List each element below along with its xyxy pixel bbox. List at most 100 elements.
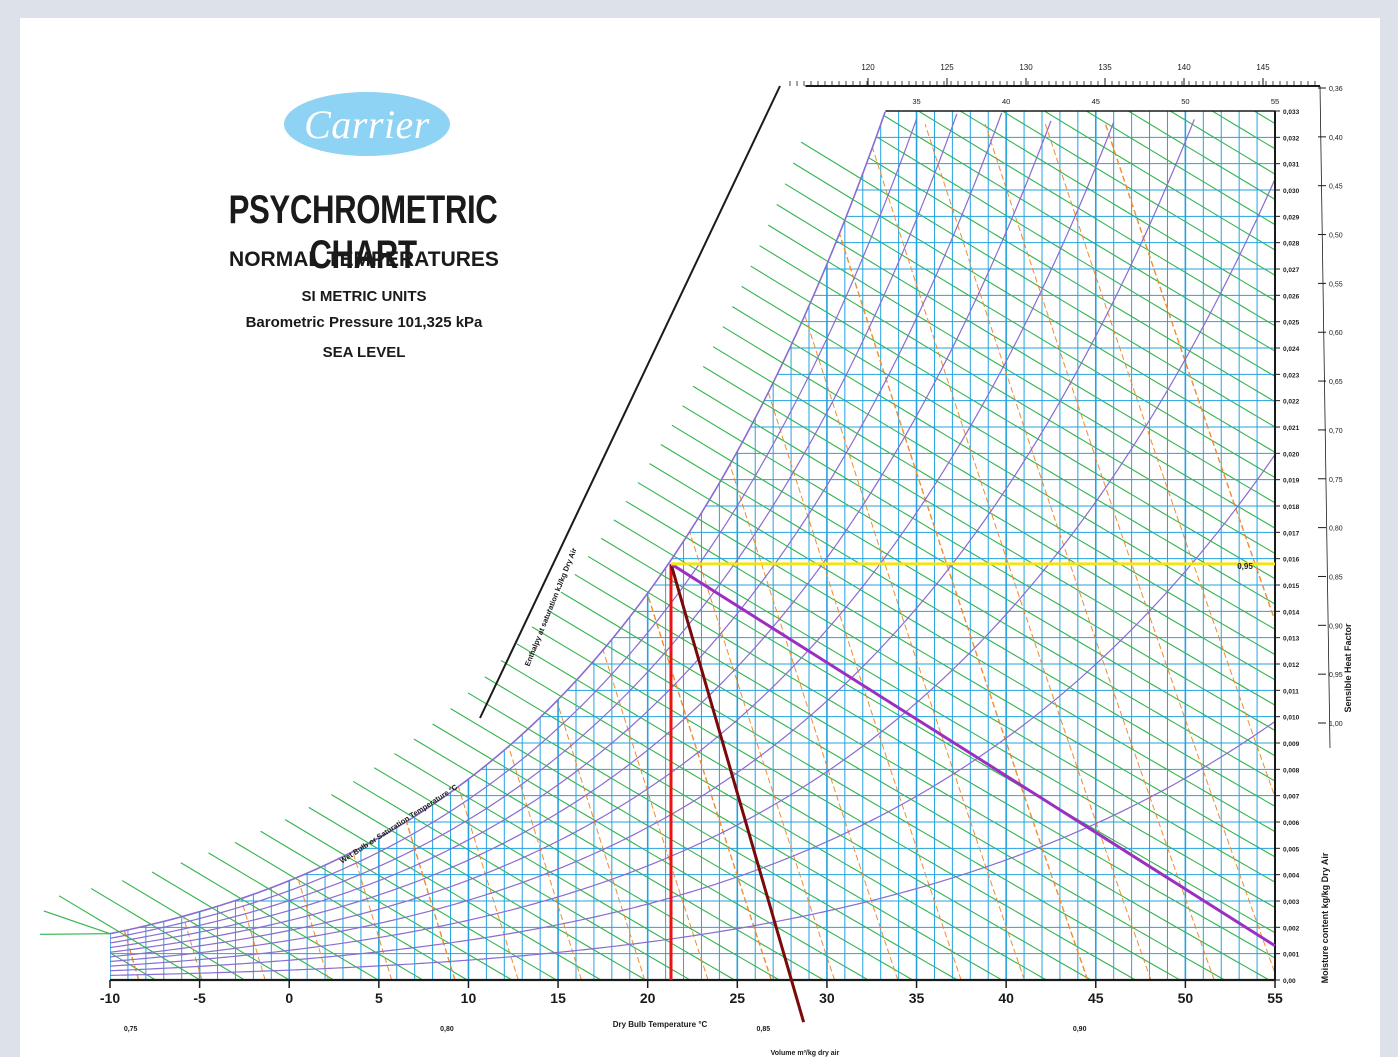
y-axis-label: Moisture content kg/kg Dry Air [1320,852,1330,983]
shf-tick-label: 1,00 [1329,721,1343,728]
volume-line [110,123,140,980]
x-tick-label: 55 [1267,990,1283,1006]
enthalpy-scale-line [702,366,764,404]
enthalpy-scale-line [516,643,578,681]
y-tick-label: 0,028 [1283,241,1300,248]
enthalpy-line [961,111,1275,251]
chart-subtitle: NORMAL TEMPERATURES [229,248,499,271]
enthalpy-line [110,315,1275,980]
enthalpy-scale-line [151,871,213,909]
enthalpy-scale-line [450,708,512,746]
enthalpy-scale-line [800,141,862,180]
y-tick-label: 0,019 [1283,478,1300,485]
enthalpy-line [1041,111,1275,200]
enthalpy-scale-line [722,326,784,364]
volume-tick-label: 0,75 [124,1026,138,1033]
enthalpy-scale-line [600,537,662,575]
shf-tick-label: 0,75 [1329,477,1343,484]
logo-text: Carrier [304,101,430,147]
y-tick-label: 0,026 [1283,293,1300,300]
top-dry-bulb-tick-label: 35 [912,97,920,106]
enthalpy-line [253,111,1275,681]
top-enthalpy-tick-label: 130 [1019,63,1033,72]
shf-tick-label: 0,40 [1329,135,1343,142]
top-dry-bulb-tick-label: 50 [1181,97,1189,106]
volume-line [1104,123,1275,980]
units-label: SI METRIC UNITS [301,288,427,305]
y-tick-label: 0,00 [1283,978,1296,985]
shf-tick-label: 0,55 [1329,281,1343,288]
x-tick-label: 35 [909,990,925,1006]
volume-line [383,124,646,980]
volume-line [924,124,1215,980]
volume-axis-label: Volume m³/kg dry air [771,1050,840,1057]
y-tick-label: 0,016 [1283,557,1300,564]
enthalpy-scale-line [671,424,733,462]
x-tick-label: 40 [998,990,1014,1006]
relative-humidity-curve [110,118,918,939]
enthalpy-line [539,111,1275,504]
enthalpy-line [110,634,774,980]
enthalpy-scale-line [625,500,687,538]
enthalpy-scale-line [352,780,414,818]
enthalpy-scale-line [712,346,774,384]
enthalpy-scale-line [767,224,829,263]
enthalpy-scale-line [413,738,475,776]
y-tick-label: 0,020 [1283,451,1300,458]
volume-line [984,124,1275,980]
enthalpy-scale-line [531,626,593,664]
enthalpy-scale-axis [479,85,781,719]
enthalpy-scale-line [39,933,111,935]
enthalpy-line [110,448,1088,980]
volume-line [563,124,836,980]
y-tick-label: 0,022 [1283,399,1300,406]
psychrometric-chart: 120 125 130 135 140 145 35 40 45 50 55 -10 -5 0 5 10 15 2… [39,63,1353,1057]
saturation-curve [109,111,886,935]
volume-line [804,123,1089,980]
enthalpy-scale-line [776,204,837,242]
enthalpy-scale-line [373,767,435,805]
y-tick-label: 0,003 [1283,899,1300,906]
enthalpy-scale-line [467,692,529,730]
enthalpy-line [1131,111,1275,150]
relative-humidity-curve [110,119,1195,963]
y-tick-label: 0,027 [1283,267,1300,274]
relative-humidity-curve [110,454,1275,972]
x-tick-label: 20 [640,990,656,1006]
enthalpy-scale-line [432,723,493,761]
enthalpy-scale-line [121,880,183,917]
enthalpy-scale-line [43,910,111,935]
x-tick-label: 0 [285,990,293,1006]
y-tick-label: 0,031 [1283,162,1300,169]
process-line [669,563,806,1023]
enthalpy-scale-line [484,676,546,714]
process-line [670,562,1276,948]
enthalpy-line [754,111,1275,377]
enthalpy-scale-line [394,753,455,790]
enthalpy-scale-line [637,482,699,520]
top-enthalpy-tick-label: 145 [1256,63,1270,72]
shf-tick-label: 0,65 [1329,379,1343,386]
top-dry-bulb-tick-label: 45 [1092,97,1100,106]
page-title: PSYCHROMETRIC CHART [228,188,498,277]
relative-humidity-curve [110,113,958,944]
x-tick-label: 5 [375,990,383,1006]
enthalpy-line [110,262,1275,959]
y-tick-label: 0,010 [1283,715,1300,722]
enthalpy-scale-line [649,463,710,501]
shf-readout-label: 0,95 [1237,562,1253,571]
shf-tick-label: 0,95 [1329,672,1343,679]
enthalpy-scale-line [613,519,675,557]
relative-humidity-curve [110,720,1275,976]
top-enthalpy-tick-label: 135 [1098,63,1112,72]
volume-line [443,124,709,980]
shf-tick-label: 0,50 [1329,233,1343,240]
enthalpy-scale-line [208,852,269,890]
y-tick-label: 0,013 [1283,636,1300,643]
y-tick-label: 0,014 [1283,609,1300,616]
pressure-label: Barometric Pressure 101,325 kPa [245,314,483,331]
shf-tick-label: 0,90 [1329,623,1343,630]
enthalpy-scale-line [732,306,793,344]
x-tick-label: 30 [819,990,835,1006]
top-enthalpy-tick-label: 125 [940,63,954,72]
